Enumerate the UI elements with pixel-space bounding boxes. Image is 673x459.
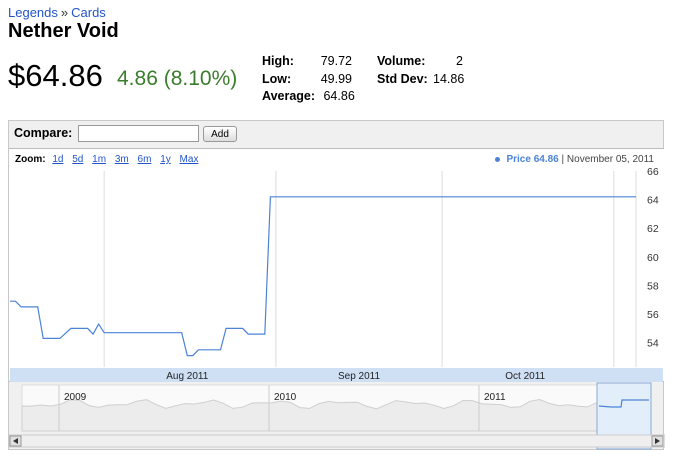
- chart-panel: Compare: Add Zoom: 1d 5d 1m 3m 6m 1y Max…: [8, 120, 665, 450]
- add-button[interactable]: Add: [203, 126, 237, 142]
- x-tick-label: Oct 2011: [505, 371, 545, 382]
- x-axis-band: [10, 368, 663, 382]
- navigator-tick-label: 2011: [484, 392, 506, 403]
- stats-column-1: High: 79.72 Low: 49.99 Average: 64.86: [262, 53, 355, 106]
- y-tick-label: 54: [647, 338, 659, 350]
- zoom-1m[interactable]: 1m: [92, 154, 107, 165]
- zoom-label: Zoom:: [15, 154, 46, 165]
- scrollbar-track: [9, 434, 665, 448]
- page-title: Nether Void: [8, 20, 119, 42]
- y-tick-label: 60: [647, 252, 659, 264]
- x-tick-label: Sep 2011: [338, 371, 381, 382]
- low-value: 49.99: [320, 71, 352, 86]
- navigator-history-area: [21, 398, 598, 432]
- plot-area[interactable]: Zoom: 1d 5d 1m 3m 6m 1y Max Price 64.86 …: [9, 148, 664, 382]
- zoom-1y[interactable]: 1y: [160, 154, 171, 165]
- breadcrumb: Legends» Cards: [8, 5, 106, 20]
- zoom-max[interactable]: Max: [179, 154, 199, 165]
- zoom-bar: Zoom: 1d 5d 1m 3m 6m 1y Max: [15, 154, 204, 165]
- y-tick-label: 66: [647, 166, 659, 178]
- volume-label: Volume:: [377, 54, 426, 68]
- legend-date: November 05, 2011: [566, 154, 654, 165]
- navigator-selection-line: [598, 399, 649, 408]
- stddev-value: 14.86: [433, 71, 465, 86]
- price-line: [10, 196, 636, 357]
- current-price: $64.86: [8, 58, 103, 93]
- zoom-5d[interactable]: 5d: [72, 154, 84, 165]
- zoom-3m[interactable]: 3m: [114, 154, 129, 165]
- chevron-left-icon: [13, 438, 18, 444]
- y-tick-label: 56: [647, 309, 659, 321]
- stats-column-2: Volume: 2 Std Dev: 14.86: [377, 53, 465, 88]
- y-tick-label: 58: [647, 280, 659, 292]
- breadcrumb-separator: »: [60, 5, 69, 20]
- breadcrumb-cards-link[interactable]: Cards: [71, 5, 106, 20]
- average-value: 64.86: [323, 89, 355, 103]
- average-label: Average:: [262, 89, 316, 103]
- low-label: Low:: [262, 71, 292, 86]
- high-label: High:: [262, 54, 294, 68]
- breadcrumb-legends-link[interactable]: Legends: [8, 5, 58, 20]
- price-legend: Price 64.86 | November 05, 2011: [495, 154, 654, 165]
- price-chart: 54 56 58 60 62 64 66 Aug 2011 Sep 2011 Oct 2011 20…: [9, 166, 665, 450]
- volume-value: 2: [456, 54, 463, 68]
- zoom-1d[interactable]: 1d: [52, 154, 64, 165]
- chevron-right-icon: [655, 438, 660, 444]
- legend-series-name: Price: [506, 154, 531, 165]
- compare-input[interactable]: [78, 125, 199, 142]
- legend-price-value: 64.86: [533, 154, 559, 165]
- compare-label: Compare:: [14, 126, 73, 140]
- x-tick-label: Aug 2011: [166, 371, 209, 382]
- series-dot-icon: [495, 156, 501, 162]
- legend-separator: |: [561, 154, 565, 165]
- y-tick-label: 64: [647, 195, 659, 207]
- navigator-tick-label: 2010: [274, 392, 297, 403]
- price-change: 4.86 (8.10%): [117, 67, 238, 90]
- stddev-label: Std Dev:: [377, 71, 428, 86]
- y-tick-label: 62: [647, 223, 659, 235]
- high-value: 79.72: [320, 54, 352, 68]
- navigator-tick-label: 2009: [64, 392, 87, 403]
- zoom-6m[interactable]: 6m: [137, 154, 152, 165]
